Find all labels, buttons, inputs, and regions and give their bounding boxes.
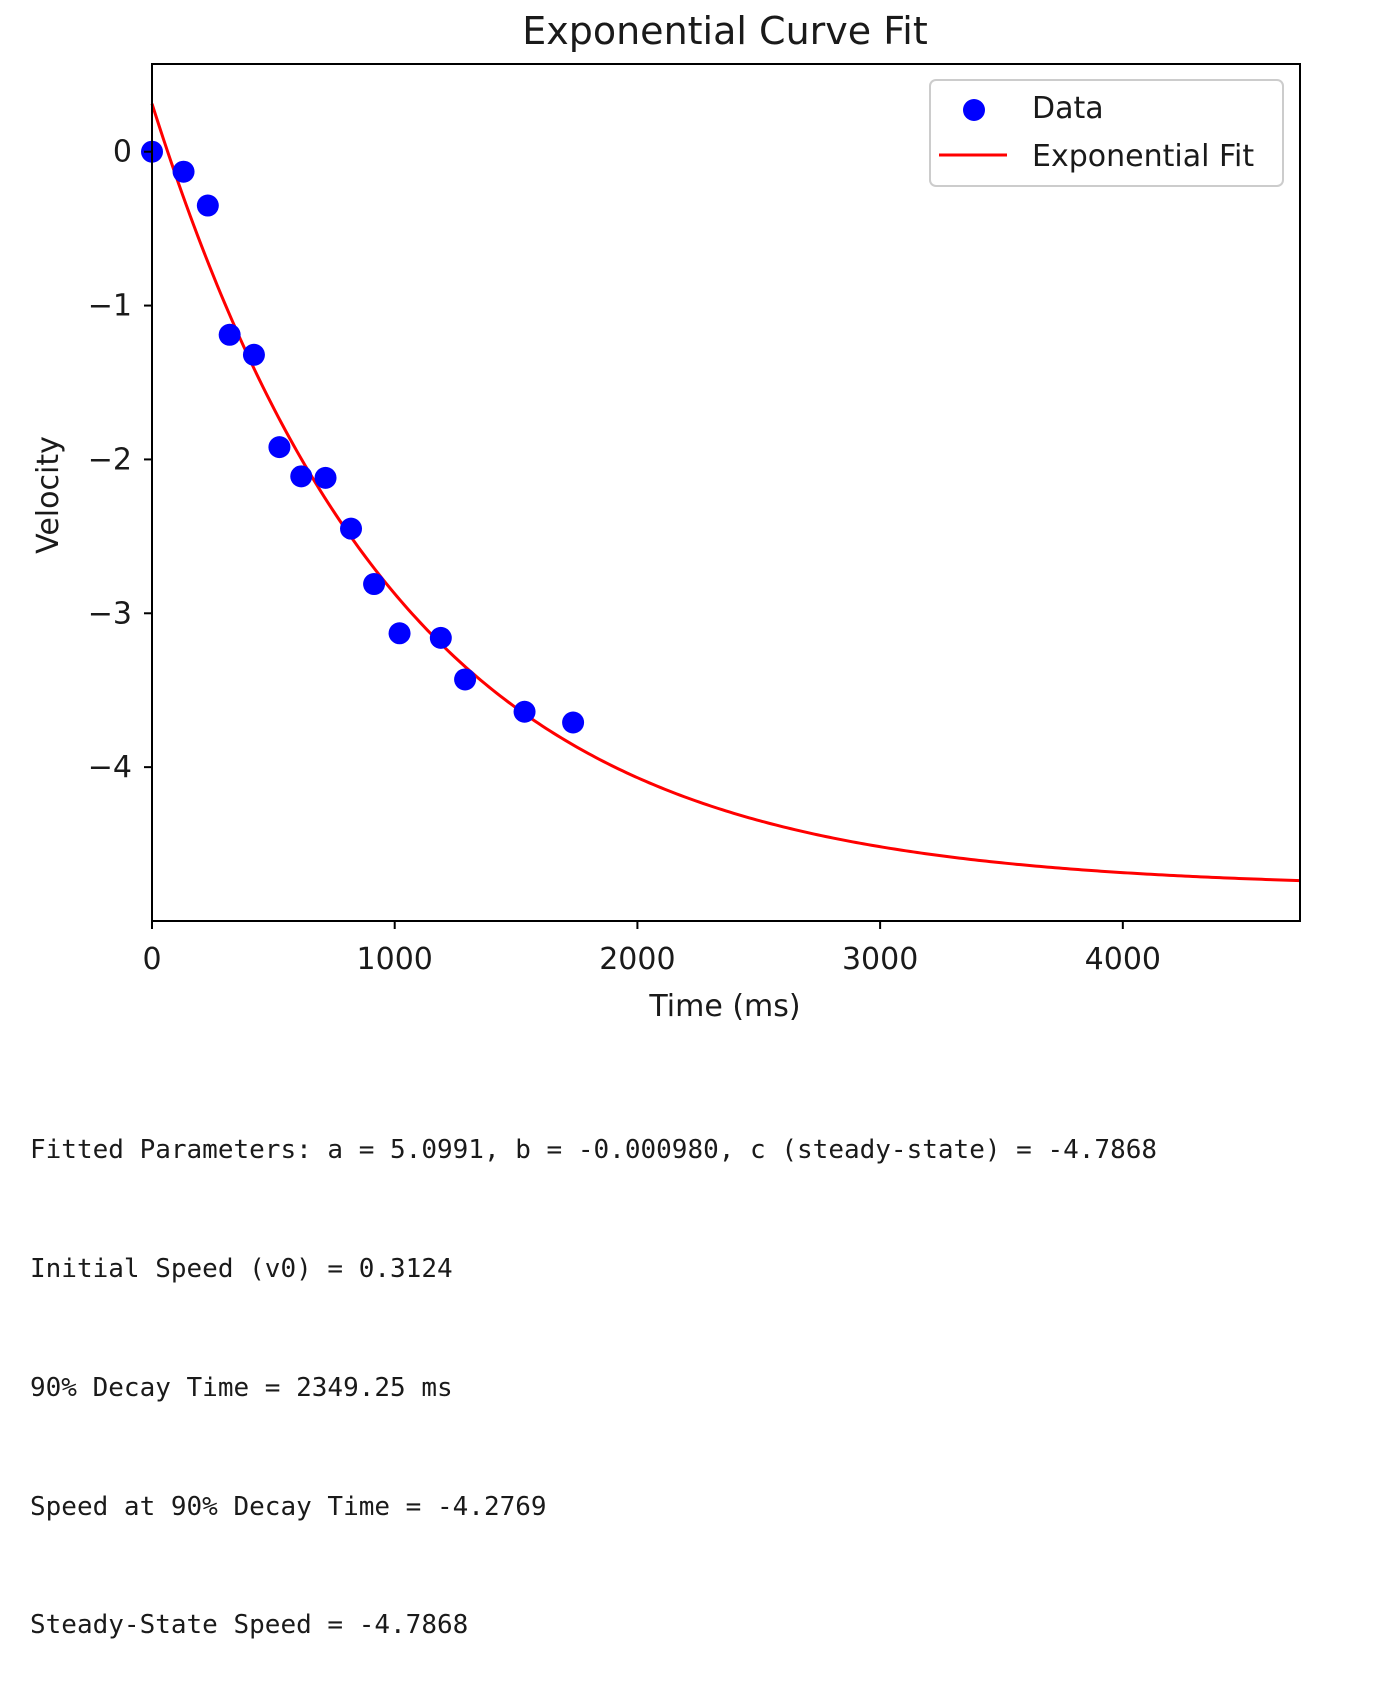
plot-frame — [151, 63, 1301, 922]
data-point — [218, 323, 241, 346]
data-point — [340, 517, 363, 540]
legend-box — [929, 79, 1284, 187]
legend-fit-label: Exponential Fit — [1032, 139, 1254, 174]
y-axis: 0 −1 −2 −3 −4 — [88, 135, 152, 785]
data-point — [290, 465, 313, 488]
data-point — [454, 668, 477, 691]
x-tick-label: 4000 — [1085, 942, 1161, 977]
data-point — [388, 622, 411, 645]
data-point — [562, 711, 585, 734]
y-tick-label: −3 — [88, 596, 132, 631]
y-tick-label: −1 — [88, 289, 132, 324]
legend: Data Exponential Fit — [929, 79, 1284, 187]
exponential-fit-chart: Exponential Curve Fit 0 1000 2000 3000 4000 … — [31, 9, 1301, 1024]
x-axis-label: Time (ms) — [648, 989, 800, 1024]
fit-curve-line — [150, 103, 1301, 883]
data-point — [172, 160, 195, 183]
chart-title: Exponential Curve Fit — [522, 9, 928, 53]
data-point — [196, 194, 219, 217]
fitted-parameters-line: Fitted Parameters: a = 5.0991, b = -0.00… — [30, 1135, 1158, 1166]
speed-at-decay-line: Speed at 90% Decay Time = -4.2769 — [30, 1491, 547, 1522]
legend-data-marker — [963, 99, 985, 121]
data-point — [242, 343, 265, 366]
x-tick-label: 0 — [142, 942, 161, 977]
data-point — [363, 573, 386, 596]
decay-time-line: 90% Decay Time = 2349.25 ms — [30, 1372, 453, 1403]
data-point — [314, 466, 337, 489]
y-tick-label: −4 — [88, 750, 132, 785]
data-point — [513, 700, 536, 723]
initial-speed-line: Initial Speed (v0) = 0.3124 — [30, 1253, 453, 1284]
fit-results-output: Fitted Parameters: a = 5.0991, b = -0.00… — [30, 1052, 1157, 1686]
steady-state-line: Steady-State Speed = -4.7868 — [30, 1610, 469, 1641]
x-tick-label: 2000 — [599, 942, 675, 977]
plot-area — [141, 63, 1301, 922]
y-axis-label: Velocity — [31, 436, 66, 554]
y-tick-label: 0 — [113, 135, 132, 170]
x-tick-label: 1000 — [357, 942, 433, 977]
x-tick-label: 3000 — [842, 942, 918, 977]
data-point — [268, 436, 291, 459]
data-point — [429, 626, 452, 649]
y-tick-label: −2 — [88, 442, 132, 477]
legend-data-label: Data — [1032, 91, 1104, 126]
x-axis: 0 1000 2000 3000 4000 — [142, 921, 1161, 977]
